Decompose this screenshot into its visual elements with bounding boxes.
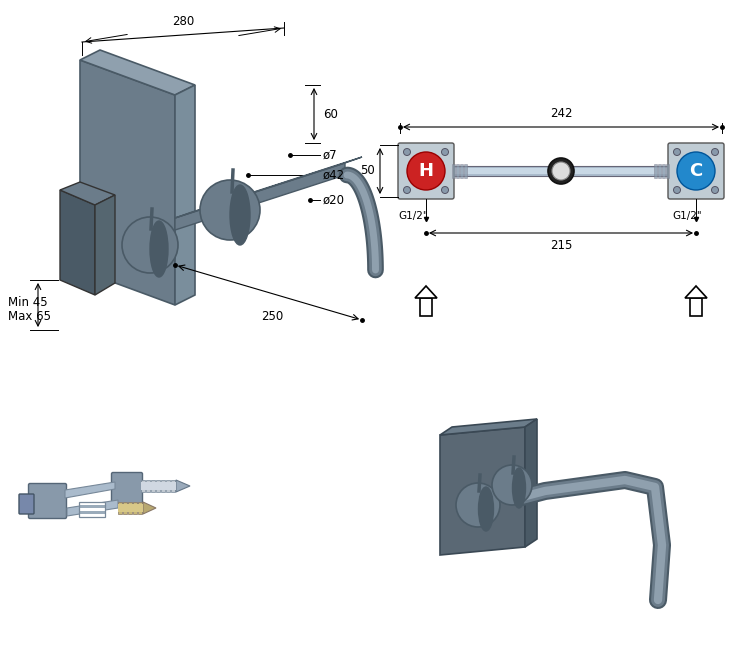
Circle shape [200, 180, 260, 240]
Bar [79, 502, 105, 505]
Bar [171, 480, 175, 492]
Text: 60: 60 [323, 108, 338, 121]
Text: H: H [418, 162, 434, 180]
FancyBboxPatch shape [398, 143, 454, 199]
Circle shape [674, 148, 680, 155]
Text: 250: 250 [261, 310, 283, 323]
Bar [79, 502, 105, 517]
Circle shape [492, 465, 532, 505]
Circle shape [403, 186, 410, 194]
Bar [690, 298, 702, 316]
Ellipse shape [478, 487, 494, 531]
Bar [456, 164, 459, 178]
Bar [151, 480, 155, 492]
Polygon shape [415, 286, 437, 298]
Circle shape [712, 186, 719, 194]
Polygon shape [67, 500, 118, 516]
Polygon shape [440, 427, 525, 555]
Ellipse shape [512, 468, 526, 508]
Bar [146, 480, 150, 492]
FancyBboxPatch shape [28, 483, 66, 518]
Circle shape [712, 148, 719, 155]
Text: 242: 242 [550, 107, 572, 120]
Bar [452, 164, 455, 178]
Bar [654, 164, 657, 178]
Text: C: C [690, 162, 703, 180]
Polygon shape [65, 482, 115, 498]
Bar [141, 482, 176, 490]
Bar [141, 480, 145, 492]
Circle shape [456, 483, 500, 527]
Polygon shape [685, 286, 707, 298]
Bar [128, 502, 132, 514]
Circle shape [403, 148, 410, 155]
Text: ø7: ø7 [323, 148, 338, 161]
Bar [161, 480, 165, 492]
Bar [420, 298, 432, 316]
FancyBboxPatch shape [112, 472, 142, 506]
Bar [79, 505, 105, 508]
Bar [166, 480, 170, 492]
Polygon shape [440, 419, 537, 435]
Bar [123, 502, 127, 514]
Polygon shape [525, 419, 537, 547]
Bar [133, 502, 137, 514]
Text: 50: 50 [360, 165, 375, 178]
Polygon shape [80, 50, 195, 95]
Bar [79, 508, 105, 511]
Circle shape [548, 158, 574, 184]
Text: G1/2": G1/2" [398, 211, 428, 221]
Polygon shape [95, 195, 115, 295]
Polygon shape [60, 182, 115, 205]
Text: 215: 215 [550, 239, 572, 252]
Text: Max 65: Max 65 [8, 310, 51, 323]
Bar [464, 164, 467, 178]
Text: Min 45: Min 45 [8, 297, 47, 310]
Bar [658, 164, 661, 178]
Circle shape [442, 148, 448, 155]
Text: ø42: ø42 [323, 169, 345, 182]
Bar [666, 164, 669, 178]
Text: G1/2": G1/2" [672, 211, 701, 221]
Bar [662, 164, 665, 178]
FancyBboxPatch shape [668, 143, 724, 199]
Text: ø20: ø20 [323, 194, 345, 207]
Circle shape [442, 186, 448, 194]
Bar [452, 166, 670, 176]
Polygon shape [176, 480, 190, 492]
Circle shape [407, 152, 445, 190]
Bar [79, 514, 105, 517]
Circle shape [677, 152, 715, 190]
FancyBboxPatch shape [19, 494, 34, 514]
Bar [452, 168, 670, 174]
Text: 280: 280 [172, 15, 194, 28]
Circle shape [122, 217, 178, 273]
Polygon shape [175, 85, 195, 305]
Circle shape [552, 162, 570, 180]
Polygon shape [175, 157, 362, 218]
Bar [118, 502, 122, 514]
Ellipse shape [150, 221, 168, 277]
Bar [156, 480, 160, 492]
Polygon shape [175, 163, 345, 230]
Bar [138, 502, 142, 514]
Polygon shape [60, 190, 95, 295]
Polygon shape [80, 60, 175, 305]
Circle shape [674, 186, 680, 194]
Ellipse shape [230, 185, 250, 245]
Bar [79, 511, 105, 514]
Polygon shape [143, 502, 156, 514]
Bar [460, 164, 463, 178]
Bar [118, 504, 143, 512]
